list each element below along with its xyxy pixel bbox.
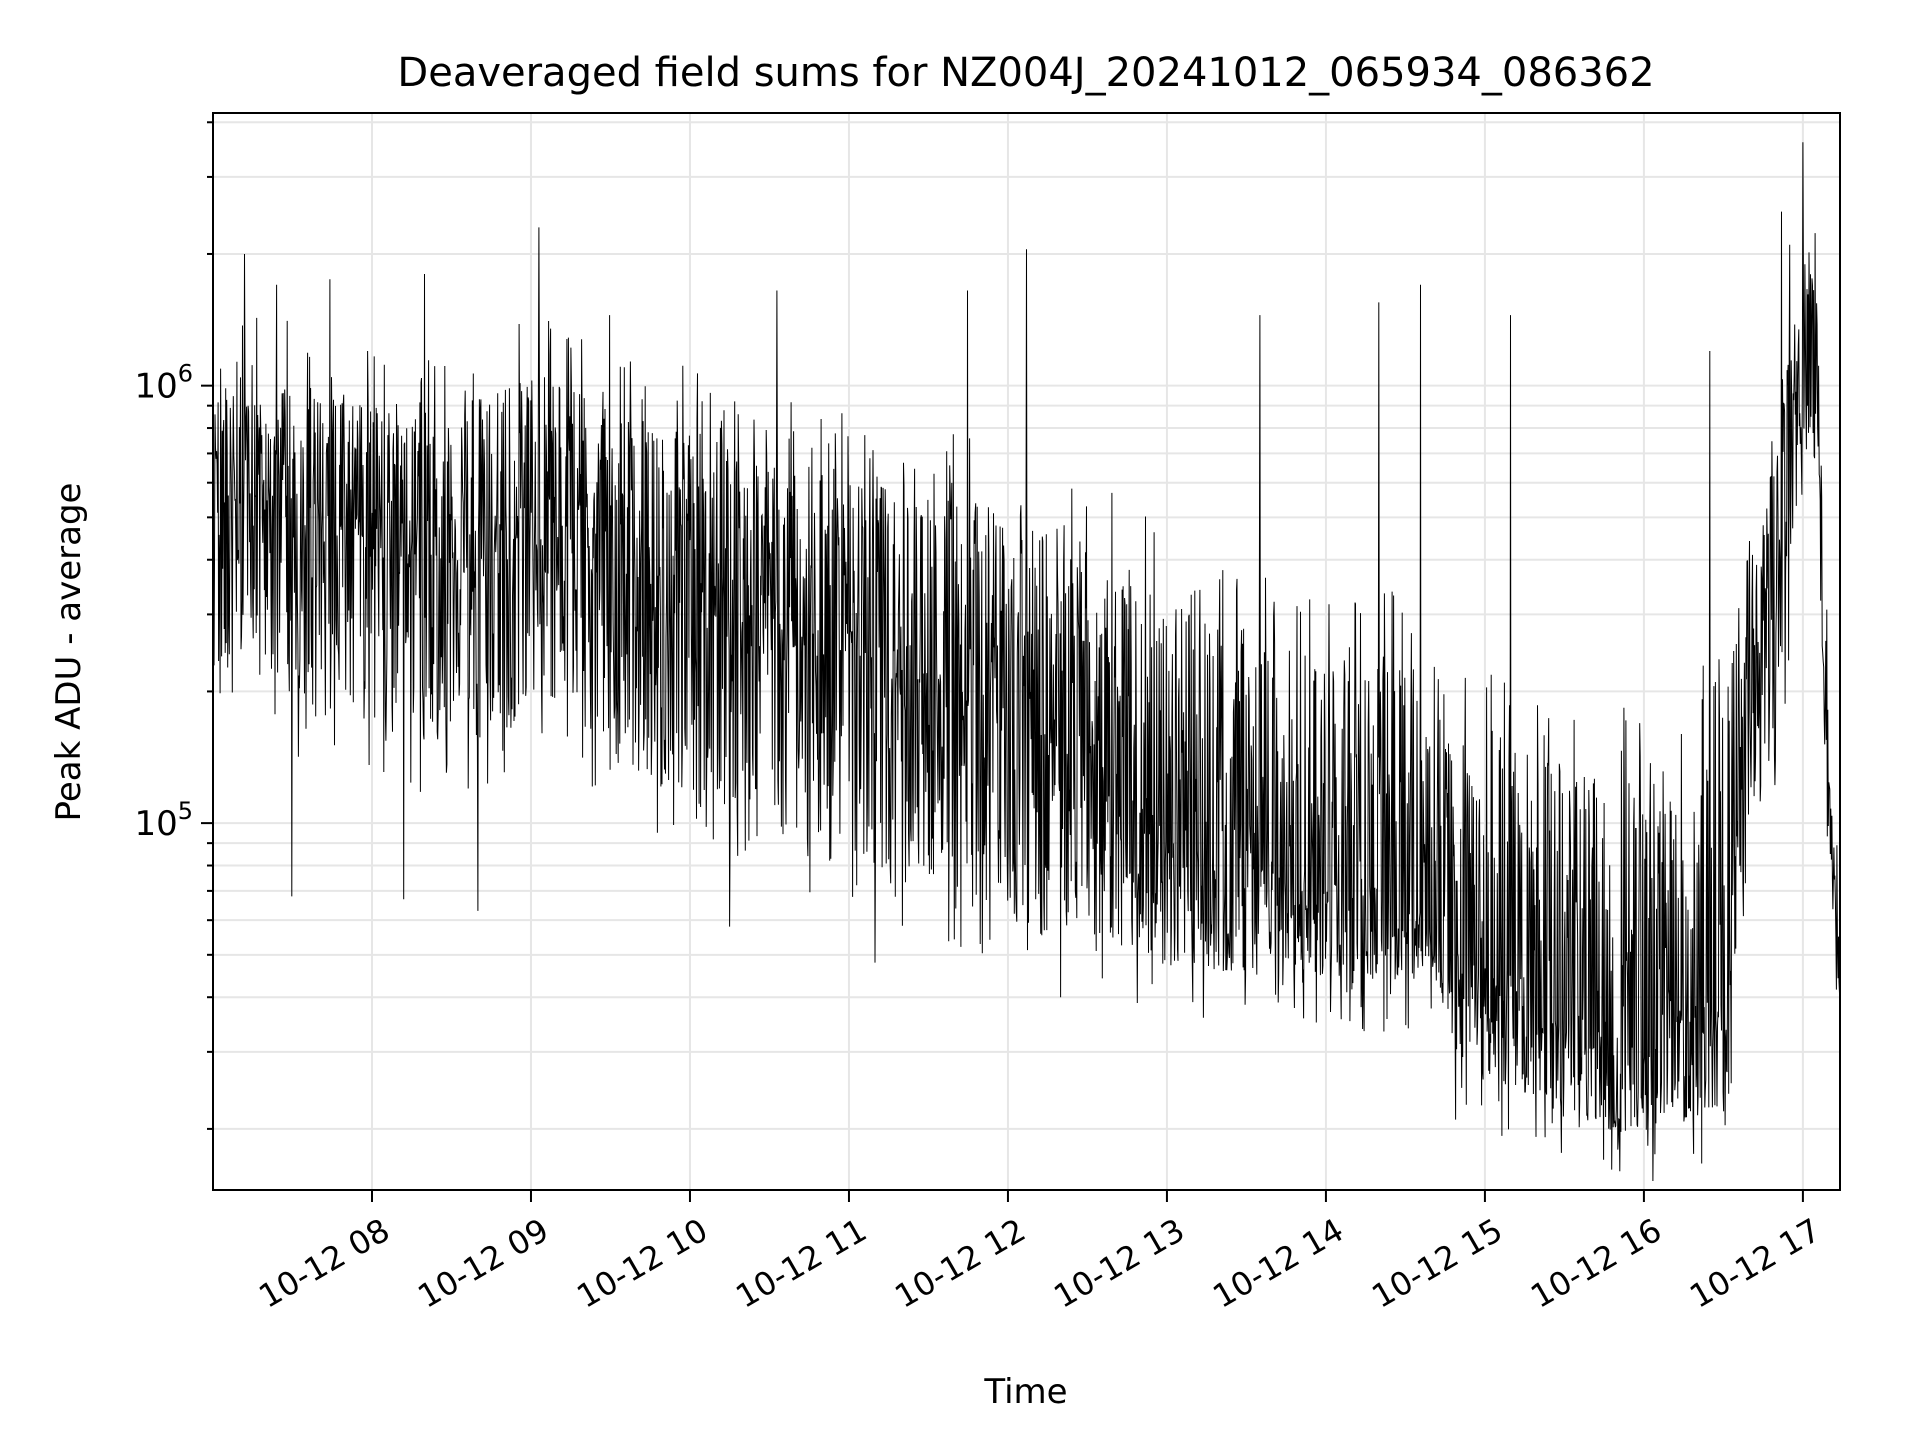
- x-tick-label: 10-12 12: [888, 1211, 1032, 1316]
- x-tick-label: 10-12 10: [570, 1211, 714, 1316]
- x-tick-label: 10-12 13: [1047, 1211, 1191, 1316]
- series-line: [213, 142, 1840, 1182]
- x-tick-label: 10-12 14: [1206, 1211, 1350, 1316]
- y-axis-label: Peak ADU - average: [49, 483, 89, 822]
- x-tick-label: 10-12 17: [1683, 1211, 1827, 1316]
- x-tick-label: 10-12 08: [252, 1211, 396, 1316]
- chart-title: Deaveraged field sums for NZ004J_2024101…: [397, 50, 1654, 96]
- y-tick-label: 106: [134, 360, 193, 407]
- x-tick-label: 10-12 11: [729, 1211, 873, 1316]
- plot-area: [213, 142, 1840, 1182]
- axes-frame: [212, 112, 1841, 1191]
- y-tick-label: 105: [134, 797, 193, 844]
- x-axis-label: Time: [983, 1372, 1067, 1412]
- x-axis: 10-12 08 10-12 09 10-12 10 10-12 11 10-12 12…: [252, 1190, 1827, 1316]
- x-tick-label: 10-12 09: [411, 1211, 555, 1316]
- y-axis: 105 106: [134, 121, 213, 1130]
- x-tick-label: 10-12 16: [1524, 1211, 1668, 1316]
- x-tick-label: 10-12 15: [1365, 1211, 1509, 1316]
